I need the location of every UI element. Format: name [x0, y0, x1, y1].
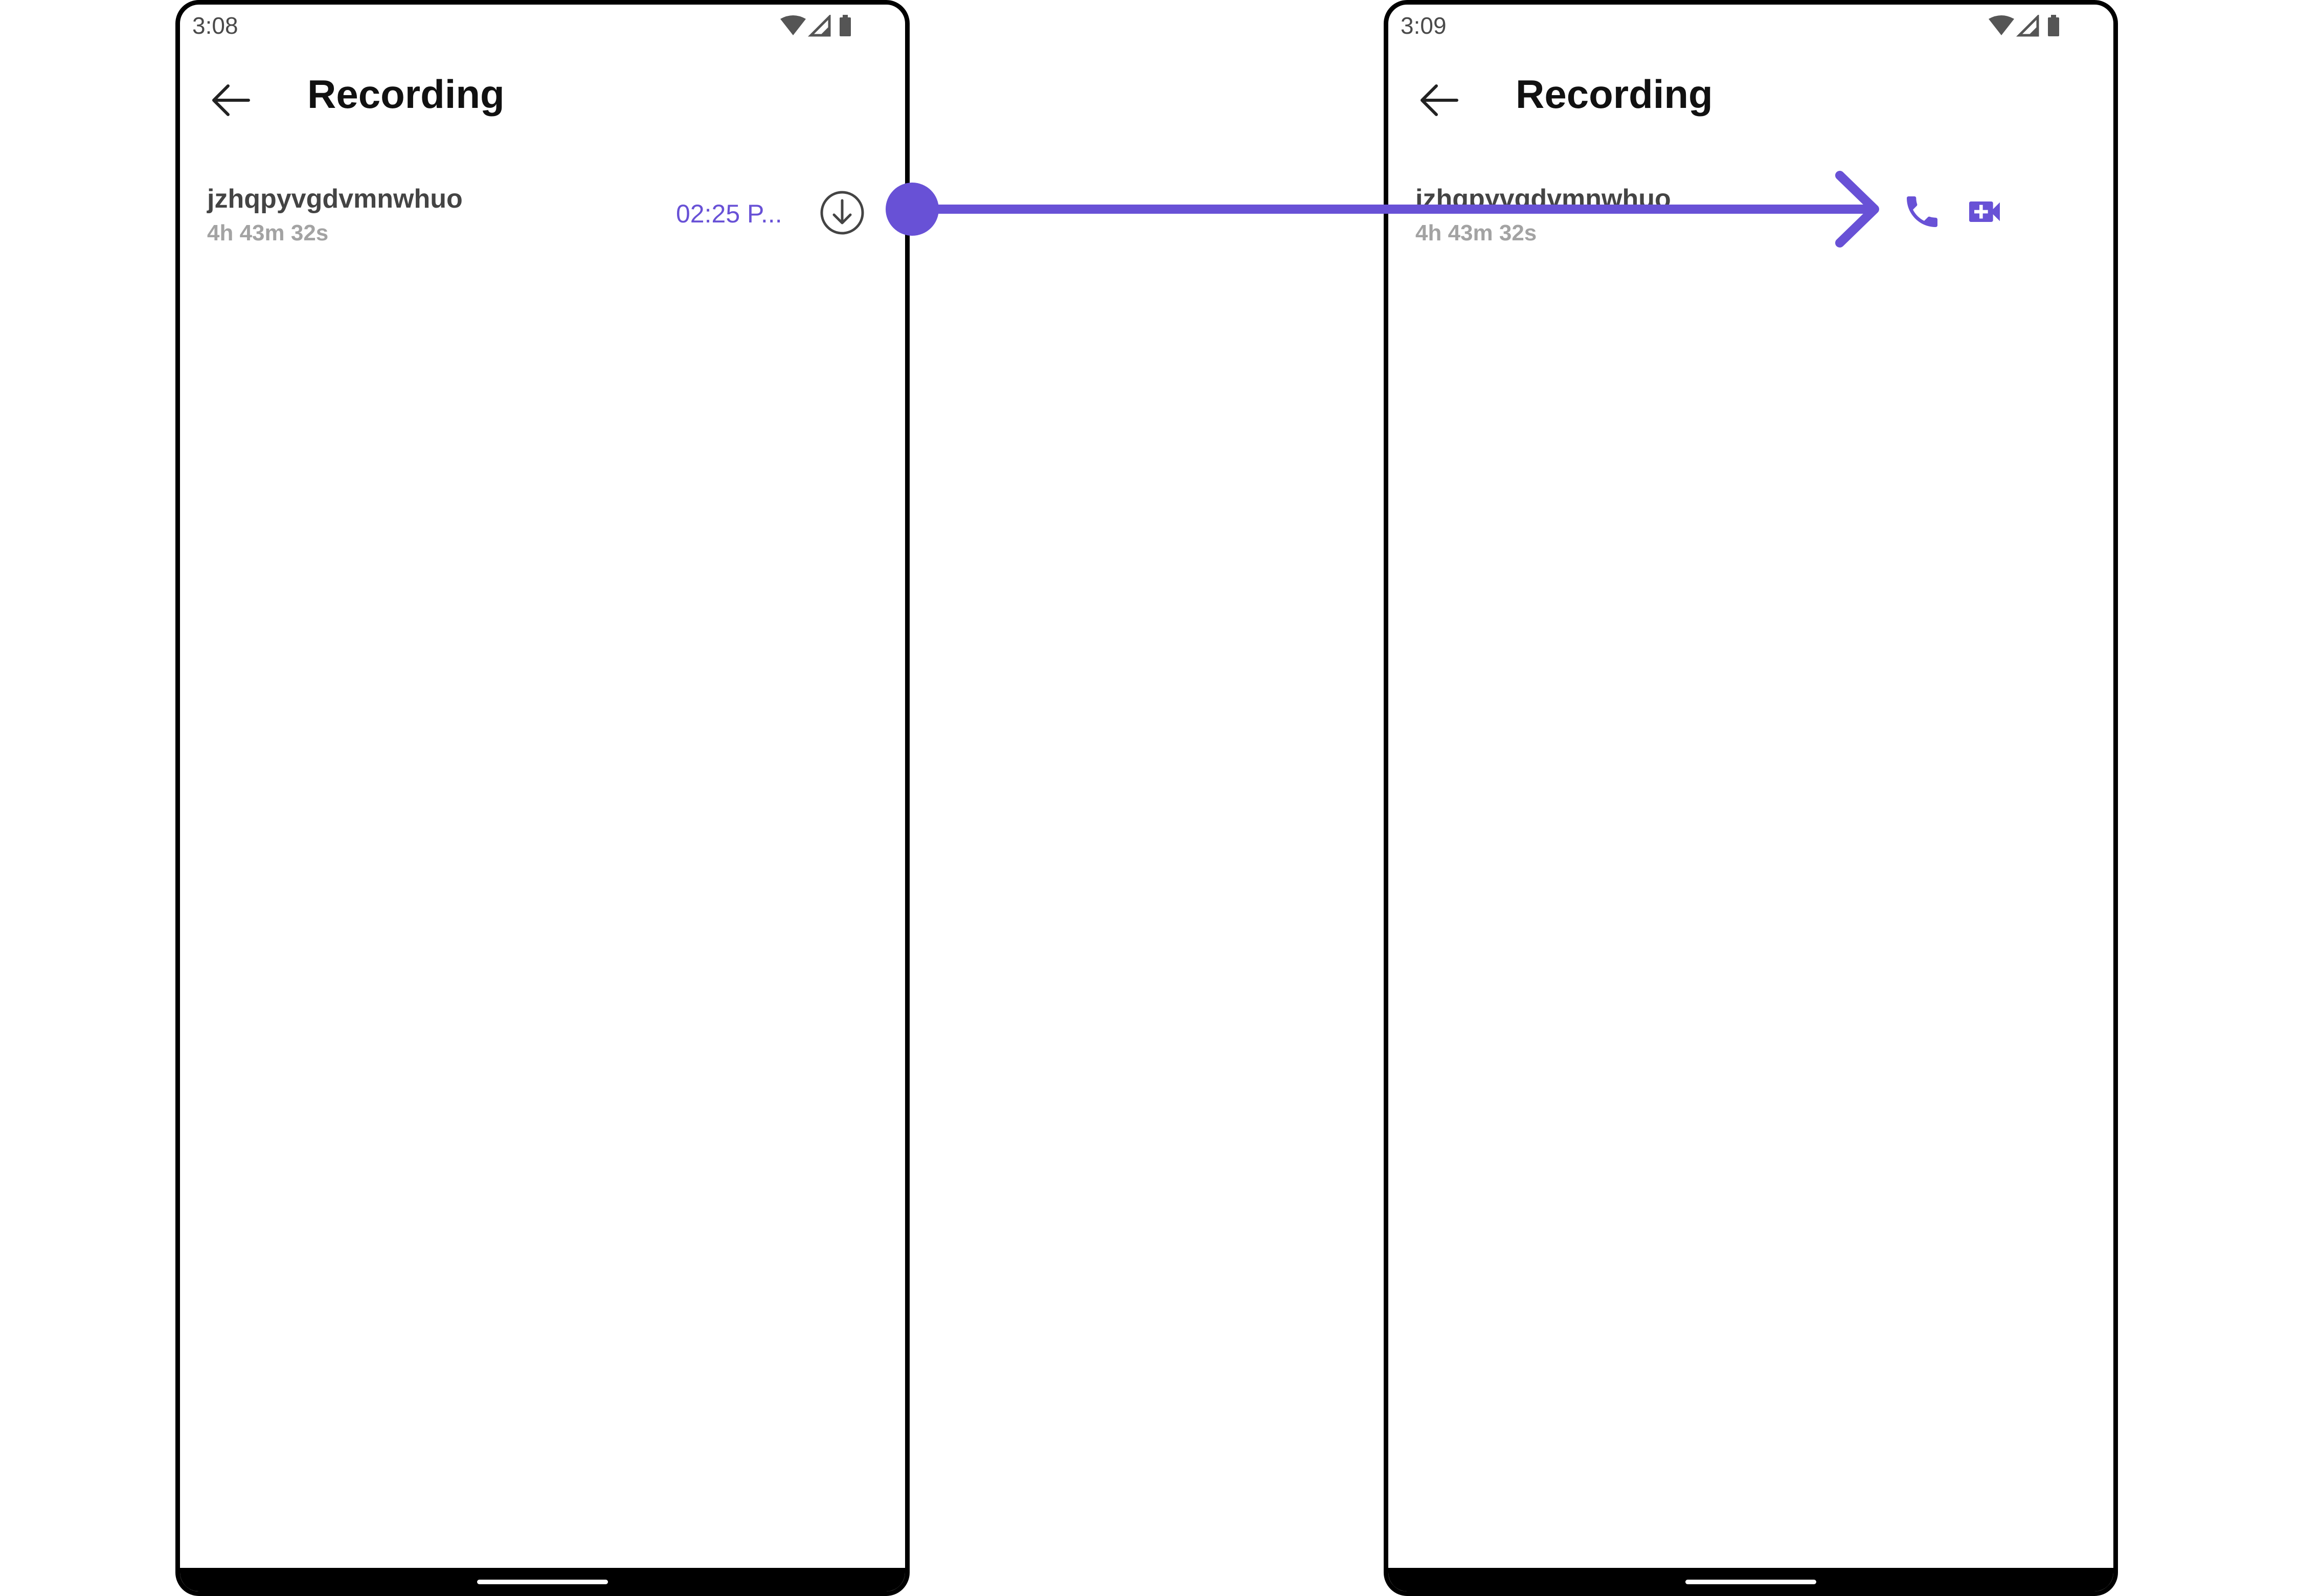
wifi-icon [780, 15, 806, 35]
recording-name: jzhqpyvgdvmnwhuo [207, 184, 463, 214]
status-icons [780, 15, 851, 37]
page-title: Recording [1516, 72, 1713, 117]
page-title: Recording [307, 72, 505, 117]
wifi-icon [1989, 15, 2014, 35]
arrow-left-icon[interactable] [210, 79, 253, 122]
recording-list-item[interactable]: jzhqpyvgdvmnwhuo 4h 43m 32s 02:25 P... [180, 173, 905, 260]
phone-screen-right: 3:09 Recording jzhqpyvgdvmnwhuo 4h 43m 3… [1384, 0, 2118, 1596]
video-call-icon[interactable] [1964, 191, 2005, 232]
home-indicator[interactable] [477, 1580, 608, 1584]
status-time: 3:08 [192, 12, 238, 39]
status-time: 3:09 [1401, 12, 1447, 39]
navigation-bar [1388, 1568, 2113, 1591]
navigation-bar [180, 1568, 905, 1591]
battery-icon [840, 15, 851, 36]
recording-name: jzhqpyvgdvmnwhuo [1415, 184, 1671, 214]
recording-duration: 4h 43m 32s [207, 220, 329, 245]
recording-duration: 4h 43m 32s [1415, 220, 1537, 245]
battery-icon [2048, 15, 2059, 36]
home-indicator[interactable] [1685, 1580, 1816, 1584]
download-icon[interactable] [819, 189, 866, 236]
status-icons [1989, 15, 2059, 37]
phone-screen-left: 3:08 Recording jzhqpyvgdvmnwhuo 4h 43m 3… [175, 0, 910, 1596]
phone-call-icon[interactable] [1902, 191, 1943, 232]
signal-icon [807, 15, 831, 37]
signal-icon [2016, 15, 2039, 37]
arrow-left-icon[interactable] [1418, 79, 1461, 122]
recording-list-item[interactable]: jzhqpyvgdvmnwhuo 4h 43m 32s [1388, 173, 2113, 260]
recording-time: 02:25 P... [676, 199, 782, 228]
